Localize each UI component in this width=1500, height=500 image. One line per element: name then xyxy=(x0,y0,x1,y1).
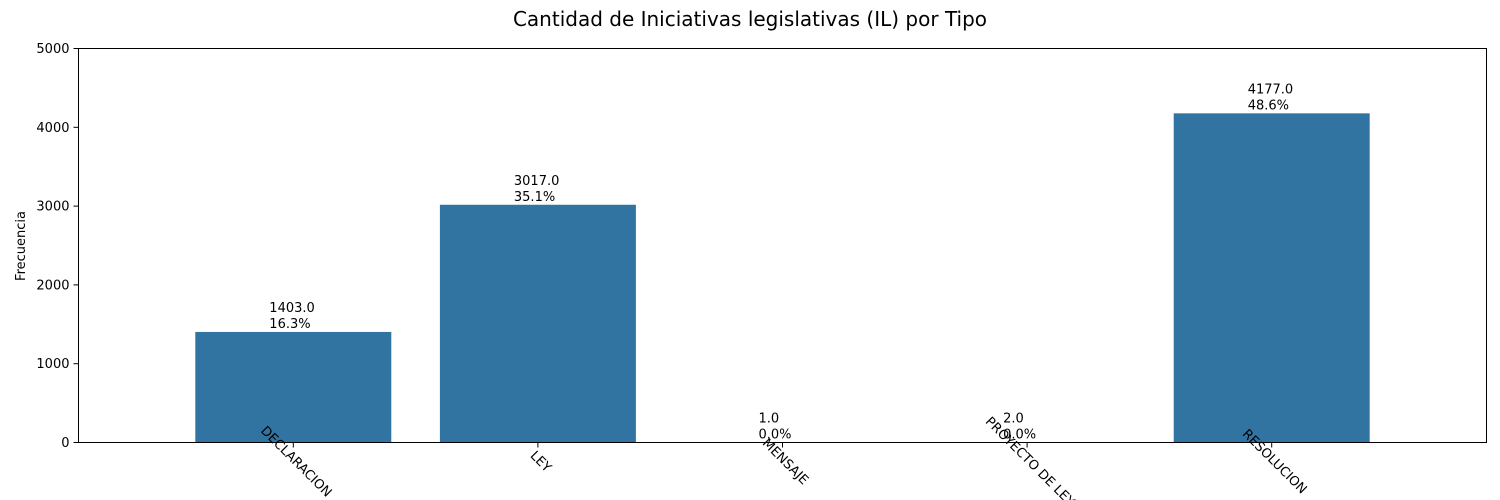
y-tick-label: 3000 xyxy=(36,200,69,215)
data-label-value: 3017.0 xyxy=(514,174,560,189)
y-tick-label: 5000 xyxy=(36,42,69,57)
plot-frame xyxy=(78,48,1487,443)
data-label-value: 1403.0 xyxy=(269,301,315,316)
data-label-value: 1.0 xyxy=(759,411,780,426)
y-tick-label: 2000 xyxy=(36,278,69,293)
y-tick-label: 0 xyxy=(61,436,69,451)
data-label-percent: 35.1% xyxy=(514,190,555,205)
data-label-percent: 16.3% xyxy=(269,317,310,332)
y-tick-label: 4000 xyxy=(36,121,69,136)
y-tick-label: 1000 xyxy=(36,357,69,372)
y-axis-label: Frecuencia xyxy=(14,211,29,281)
data-label-value: 2.0 xyxy=(1003,411,1024,426)
data-label-percent: 0.0% xyxy=(1003,427,1036,442)
bar xyxy=(1173,113,1370,443)
data-label-percent: 48.6% xyxy=(1248,98,1289,113)
chart-title: Cantidad de Iniciativas legislativas (IL… xyxy=(513,7,987,31)
x-tick-label: MENSAJE xyxy=(759,436,811,488)
data-label-value: 4177.0 xyxy=(1248,82,1294,97)
x-tick-label: LEY xyxy=(527,448,554,475)
plot-area: 010002000300040005000DECLARACION1403.016… xyxy=(36,42,1370,500)
bar xyxy=(195,331,392,443)
bar xyxy=(439,204,636,443)
data-label-percent: 0.0% xyxy=(759,427,792,442)
